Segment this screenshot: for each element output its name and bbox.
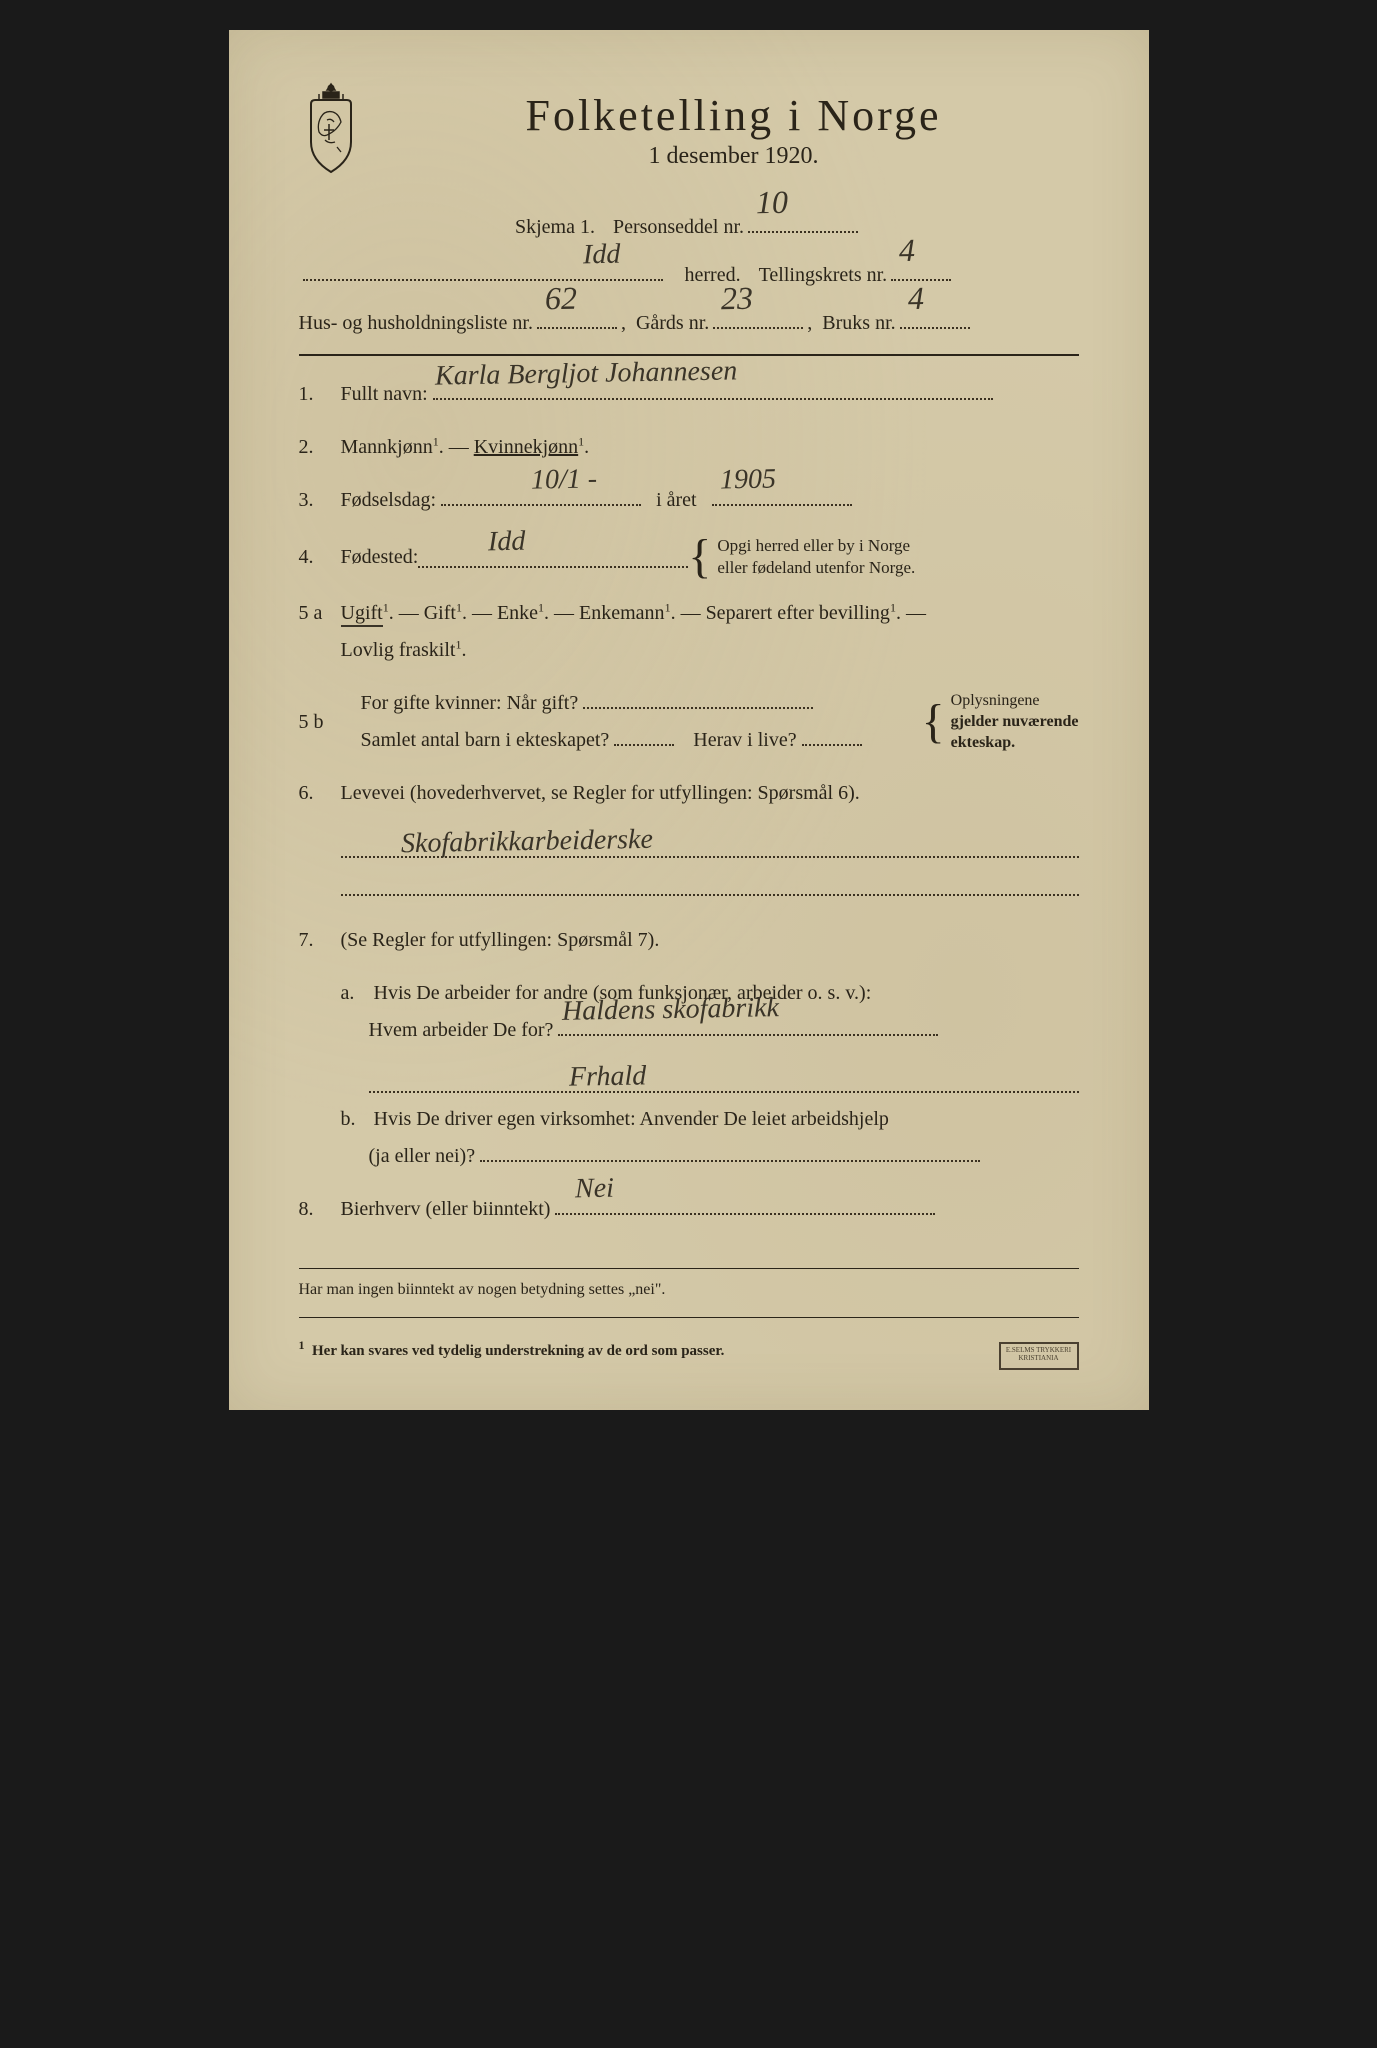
printer-stamp: E.SELMS TRYKKERIKRISTIANIA	[999, 1342, 1079, 1370]
q5a-fraskilt: Lovlig fraskilt	[341, 639, 456, 661]
herred-line: Idd herred. Tellingskrets nr. 4	[299, 256, 1079, 294]
q5b-live-field	[802, 724, 862, 746]
q7a-answer-line-2: Frhald	[369, 1063, 1079, 1093]
bruks-value: 4	[907, 268, 924, 329]
personseddel-label: Personseddel nr.	[613, 208, 744, 246]
q5a-gift: Gift	[424, 602, 456, 624]
q7b-letter: b.	[341, 1101, 369, 1138]
herred-value: Idd	[582, 227, 620, 281]
question-2: 2. Mannkjønn1. — Kvinnekjønn1.	[299, 429, 1079, 466]
hus-label: Hus- og husholdningsliste nr.	[299, 304, 533, 342]
q2-num: 2.	[299, 429, 341, 466]
question-7: 7. (Se Regler for utfyllingen: Spørsmål …	[299, 922, 1079, 959]
q5b-label3: Herav i live?	[693, 729, 796, 751]
q7-label: (Se Regler for utfyllingen: Spørsmål 7).	[341, 929, 660, 951]
q6-value: Skofabrikkarbeiderske	[400, 824, 652, 860]
q1-num: 1.	[299, 376, 341, 413]
q4-field: Idd	[418, 546, 688, 568]
q4-note: { Opgi herred eller by i Norge eller fød…	[688, 535, 915, 579]
q3-year-field: 1905	[712, 484, 852, 506]
question-4: 4. Fødested: Idd { Opgi herred eller by …	[299, 535, 1079, 579]
question-1: 1. Fullt navn: Karla Bergljot Johannesen	[299, 376, 1079, 413]
q8-value: Nei	[575, 1163, 615, 1215]
q8-field: Nei	[555, 1193, 935, 1215]
q5b-note: { Oplysningene gjelder nuværende ekteska…	[922, 691, 1079, 753]
q5a-ugift: Ugift	[341, 602, 383, 627]
q1-label: Fullt navn:	[341, 383, 428, 405]
question-8: 8. Bierhverv (eller biinntekt) Nei	[299, 1191, 1079, 1228]
q5b-label1: For gifte kvinner: Når gift?	[361, 692, 579, 714]
question-7a: a. Hvis De arbeider for andre (som funks…	[341, 975, 1079, 1049]
q7a-letter: a.	[341, 975, 369, 1012]
census-form-page: Folketelling i Norge 1 desember 1920. Sk…	[229, 30, 1149, 1410]
footnote-divider	[299, 1268, 1079, 1269]
question-6: 6. Levevei (hovederhvervet, se Regler fo…	[299, 775, 1079, 812]
coat-of-arms-icon	[299, 82, 364, 177]
q3-label: Fødselsdag:	[341, 489, 437, 511]
q6-answer-line-2	[341, 866, 1079, 896]
question-7b: b. Hvis De driver egen virksomhet: Anven…	[341, 1101, 1079, 1175]
q7b-text2: (ja eller nei)?	[369, 1145, 476, 1167]
tellingskrets-label: Tellingskrets nr.	[759, 256, 888, 294]
q7a-value1: Haldens skofabrikk	[562, 983, 780, 1039]
q8-label: Bierhverv (eller biinntekt)	[341, 1198, 551, 1220]
q7-num: 7.	[299, 922, 341, 959]
main-title: Folketelling i Norge	[389, 90, 1079, 141]
gards-value: 23	[721, 268, 754, 329]
title-block: Folketelling i Norge 1 desember 1920.	[389, 90, 1079, 198]
q3-day-value: 10/1 -	[531, 454, 598, 507]
q7b-field	[480, 1140, 980, 1162]
footnote-1: Har man ingen biinntekt av nogen betydni…	[299, 1281, 1079, 1299]
q1-field: Karla Bergljot Johannesen	[433, 378, 993, 400]
q7a-text2: Hvem arbeider De for?	[369, 1019, 554, 1041]
q3-num: 3.	[299, 482, 341, 519]
question-3: 3. Fødselsdag: 10/1 - i året 1905	[299, 482, 1079, 519]
herred-field: Idd	[303, 257, 663, 281]
q7a-value2: Frhald	[568, 1061, 646, 1094]
q5b-label2: Samlet antal barn i ekteskapet?	[361, 729, 610, 751]
q5a-separert: Separert efter bevilling	[706, 602, 890, 624]
footnote-2: 1 Her kan svares ved tydelig understrekn…	[299, 1338, 1079, 1360]
q4-label: Fødested:	[341, 539, 419, 576]
hus-value: 62	[544, 268, 577, 329]
subtitle-date: 1 desember 1920.	[389, 143, 1079, 170]
personseddel-field: 10	[748, 209, 858, 233]
q6-label: Levevei (hovederhvervet, se Regler for u…	[341, 782, 860, 804]
q7a-field: Haldens skofabrikk	[558, 1014, 938, 1036]
q4-value: Idd	[488, 516, 526, 568]
q5a-num: 5 a	[299, 595, 341, 632]
question-5b: 5 b For gifte kvinner: Når gift? Samlet …	[299, 685, 1079, 759]
q5b-barn-field	[614, 724, 674, 746]
bruks-field: 4	[900, 305, 970, 329]
gards-field: 23	[713, 305, 803, 329]
q5a-enkemann: Enkemann	[579, 602, 665, 624]
q3-year-label: i året	[656, 489, 697, 511]
question-5a: 5 a Ugift1. — Gift1. — Enke1. — Enkemann…	[299, 595, 1079, 669]
q2-mann: Mannkjønn	[341, 436, 433, 458]
q3-year-value: 1905	[719, 454, 776, 507]
footnote-divider-2	[299, 1317, 1079, 1318]
q6-num: 6.	[299, 775, 341, 812]
q8-num: 8.	[299, 1191, 341, 1228]
q3-day-field: 10/1 -	[441, 484, 641, 506]
q5b-num: 5 b	[299, 704, 341, 741]
hus-field: 62	[537, 305, 617, 329]
hus-line: Hus- og husholdningsliste nr. 62 , Gårds…	[299, 304, 1079, 342]
q1-value: Karla Bergljot Johannesen	[434, 346, 737, 403]
q4-num: 4.	[299, 539, 341, 576]
bruks-label: Bruks nr.	[822, 304, 895, 342]
q7b-text1: Hvis De driver egen virksomhet: Anvender…	[374, 1108, 889, 1130]
personseddel-value: 10	[756, 172, 789, 233]
gards-label: Gårds nr.	[636, 304, 709, 342]
q6-answer-line: Skofabrikkarbeiderske	[341, 828, 1079, 858]
q5b-gift-field	[583, 687, 813, 709]
schema-line: Skjema 1. Personseddel nr. 10	[299, 208, 1079, 246]
header: Folketelling i Norge 1 desember 1920.	[299, 90, 1079, 198]
q5a-enke: Enke	[497, 602, 538, 624]
